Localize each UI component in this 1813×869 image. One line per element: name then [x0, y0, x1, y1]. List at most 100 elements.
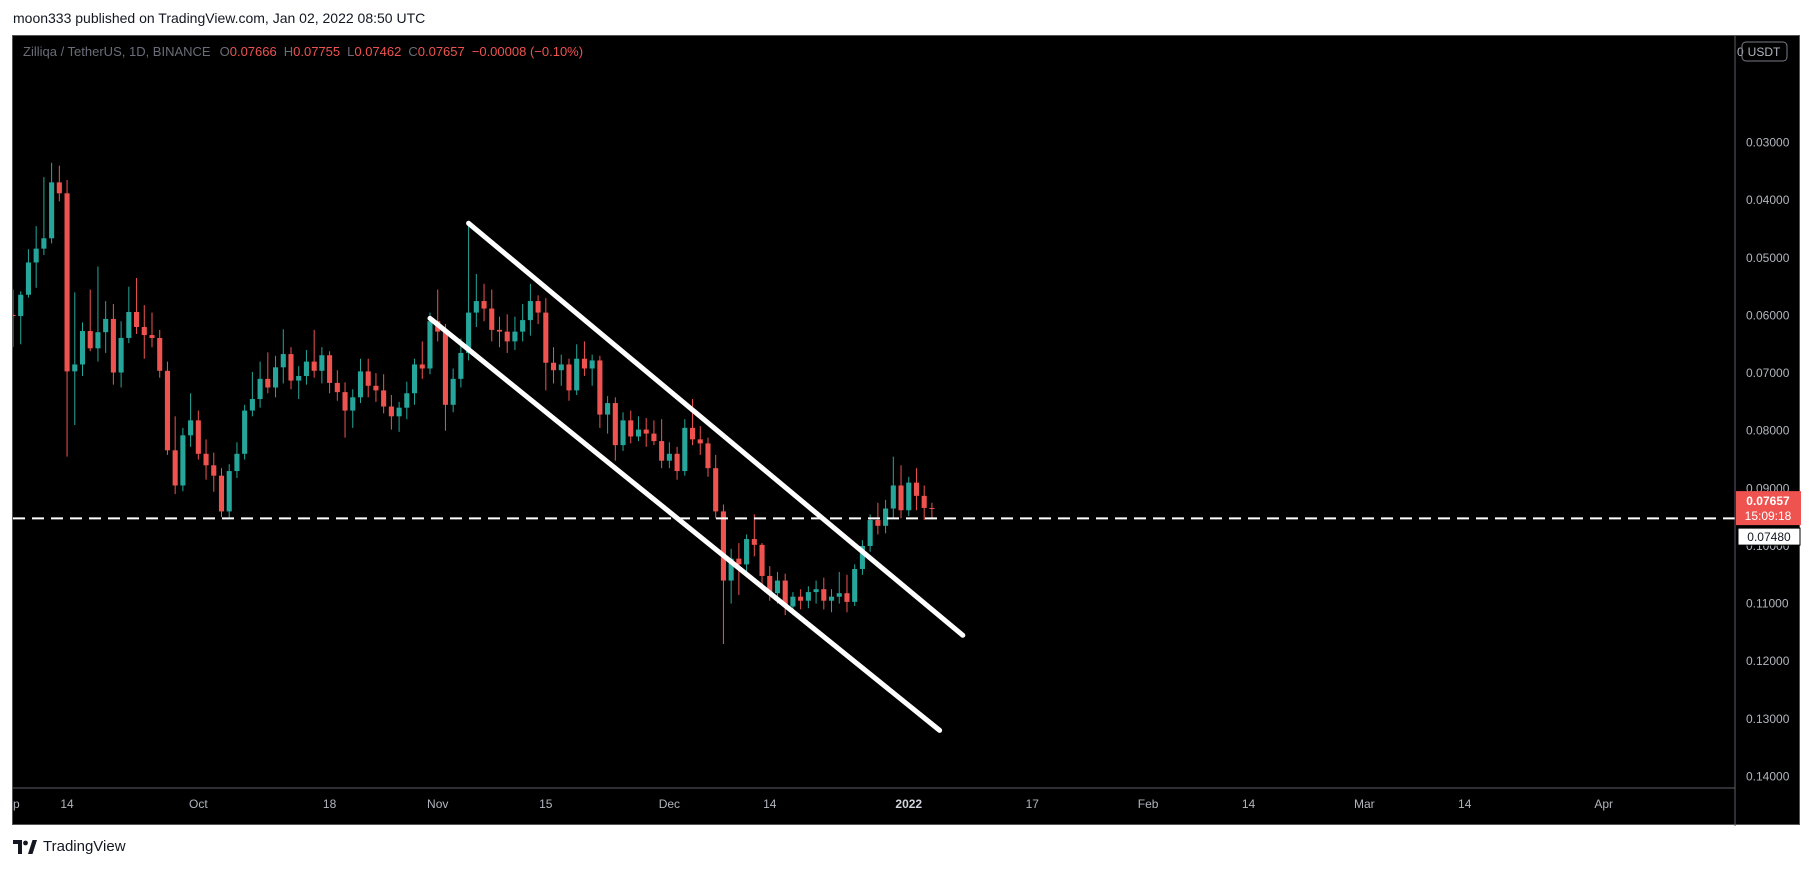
candle	[828, 589, 835, 613]
candle-body	[697, 439, 703, 444]
candle-body	[682, 427, 688, 472]
candle-body	[242, 410, 248, 454]
channel-upper-line	[466, 220, 966, 638]
candle	[597, 355, 603, 428]
candle-body	[643, 429, 649, 434]
candle	[643, 418, 649, 447]
candle-body	[859, 545, 865, 570]
legend-o-label: O	[220, 44, 230, 59]
candle	[226, 464, 232, 519]
candle	[883, 499, 889, 534]
candle	[265, 352, 271, 394]
candle-body	[64, 193, 70, 372]
candle	[435, 289, 441, 342]
candle	[759, 543, 765, 588]
candle-body	[13, 314, 16, 317]
ohlc-legend: Zilliqa / TetherUS, 1D, BINANCE O0.07666 H…	[23, 44, 583, 59]
candle-body	[666, 453, 672, 461]
price-axis[interactable]: 0.140000.130000.120000.110000.100000.090…	[1746, 136, 1790, 784]
candle	[95, 266, 101, 362]
candle	[172, 416, 178, 495]
candle-body	[411, 364, 418, 394]
candle-body	[852, 569, 858, 602]
candle	[898, 465, 904, 519]
candle	[103, 301, 109, 353]
price-tick-label: 0.11000	[1746, 597, 1789, 611]
candle-body	[929, 507, 935, 509]
candle	[805, 586, 811, 609]
candle	[659, 419, 665, 469]
candle	[504, 314, 510, 353]
legend-o-value: 0.07666	[230, 44, 277, 59]
candle	[311, 329, 317, 378]
candle-body	[883, 508, 889, 526]
bar-countdown: 15:09:18	[1745, 509, 1792, 523]
candle	[728, 548, 734, 604]
candle	[836, 571, 842, 604]
last-price-tag: 0.07657 15:09:18	[1736, 491, 1801, 526]
currency-badge[interactable]: USDT	[1741, 41, 1788, 62]
footer-brand[interactable]: TradingView	[13, 838, 126, 855]
publisher-line: moon333 published on TradingView.com, Ja…	[13, 10, 426, 26]
legend-symbol: Zilliqa / TetherUS, 1D, BINANCE	[23, 44, 211, 59]
candle-body	[350, 397, 356, 411]
candle	[906, 476, 912, 517]
candle	[651, 420, 657, 446]
candle	[913, 468, 920, 511]
candle	[466, 222, 472, 361]
candle	[689, 399, 696, 446]
candle-body	[489, 308, 495, 330]
candle-body	[373, 385, 379, 391]
chart-panel[interactable]: 0.14000 0.13000 0.12000 0.11000 0.10000 0.090…	[12, 35, 1801, 826]
candle	[327, 351, 333, 394]
candle-body	[180, 435, 186, 486]
legend-change: −0.00008 (−0.10%)	[472, 44, 583, 59]
candle-body	[527, 301, 533, 321]
legend-l-label: L	[347, 44, 354, 59]
candle-body	[512, 331, 518, 342]
candle	[303, 350, 309, 385]
candle-body	[249, 399, 255, 411]
candle-body	[211, 465, 217, 476]
candle	[419, 341, 425, 379]
candle	[404, 381, 410, 420]
time-tick-label: Oct	[189, 797, 208, 811]
candlestick-chart[interactable]: 0.140000.130000.120000.110000.100000.090…	[13, 36, 1801, 826]
price-tick-label: 0.06000	[1746, 308, 1790, 322]
candle-body	[790, 596, 796, 607]
candle	[890, 456, 896, 519]
candle-body	[844, 593, 850, 602]
candle-body	[404, 393, 410, 408]
candle	[180, 427, 186, 492]
candle-body	[558, 364, 564, 371]
candle-body	[288, 354, 294, 381]
candle-body	[87, 331, 93, 349]
candle-body	[311, 361, 317, 371]
candle-body	[805, 592, 811, 601]
candle-body	[149, 335, 155, 338]
candle	[365, 358, 371, 398]
brand-name: TradingView	[43, 838, 126, 855]
candle-body	[543, 312, 549, 363]
candle-body	[759, 544, 765, 576]
candle	[164, 361, 170, 455]
candle-body	[172, 450, 178, 486]
candle-body	[33, 248, 39, 263]
time-axis[interactable]: ep 14 Oct 18 Nov 15 Dec 14 2022 17 Feb 14 Mar 14 Apr	[13, 797, 1613, 811]
candle	[64, 180, 70, 457]
candle-body	[203, 453, 209, 466]
candle-body	[365, 371, 371, 386]
candle-body	[458, 352, 464, 379]
svg-text:Zilliqa / TetherUS, 1D, BINANC: Zilliqa / TetherUS, 1D, BINANCE O0.07666 H…	[23, 44, 583, 59]
time-tick-label: Dec	[659, 797, 680, 811]
time-tick-label: Feb	[1138, 797, 1159, 811]
candle-body	[265, 378, 271, 388]
candle-body	[18, 294, 24, 317]
candle	[388, 395, 394, 430]
candle	[396, 401, 402, 432]
candle	[272, 355, 279, 398]
candle-body	[272, 367, 279, 388]
candle-body	[651, 433, 657, 442]
candle-body	[388, 406, 394, 417]
candle	[458, 338, 464, 388]
